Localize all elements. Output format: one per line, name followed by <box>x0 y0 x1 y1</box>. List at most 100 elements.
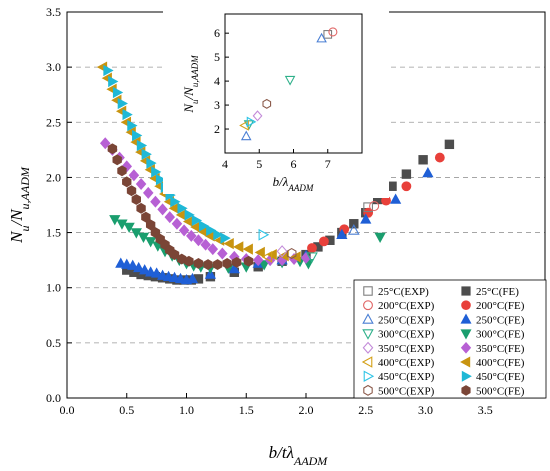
data-point <box>171 217 183 230</box>
legend-marker <box>461 300 471 311</box>
legend-label: 400°C(FE) <box>476 357 525 369</box>
data-point <box>146 157 157 169</box>
legend-label: 200°C(FE) <box>476 300 525 312</box>
data-point <box>170 196 181 208</box>
inset-data-point <box>323 30 333 39</box>
x-axis-label: b/tλAADM <box>269 443 329 468</box>
legend-label: 450°C(FE) <box>476 371 525 383</box>
data-point <box>307 243 317 253</box>
inset-x-tick-label: 7 <box>325 157 331 171</box>
legend-marker <box>460 341 472 354</box>
inset-series-25-c-exp- <box>323 30 333 39</box>
inset-series-500-c-exp- <box>262 98 272 109</box>
data-point <box>207 243 219 256</box>
legend-marker <box>362 329 374 340</box>
series-500-c-fe- <box>107 143 254 270</box>
series-350-c-fe- <box>99 137 312 267</box>
x-tick-label: 2.5 <box>358 403 373 417</box>
data-point <box>232 256 242 268</box>
data-point <box>184 209 195 221</box>
x-tick-label: 1.5 <box>239 403 254 417</box>
data-point <box>252 254 264 267</box>
data-point <box>319 236 329 247</box>
data-point <box>347 224 360 235</box>
legend-label: 500°C(FE) <box>476 385 525 397</box>
data-point <box>151 267 163 278</box>
inset-data-point <box>284 75 296 86</box>
y-tick-label: 0.5 <box>46 336 61 350</box>
data-point <box>131 194 141 205</box>
series-300-c-exp- <box>306 252 318 264</box>
data-point <box>223 237 234 250</box>
data-point <box>169 249 180 261</box>
data-point <box>276 245 288 258</box>
inset-y-tick-label: 6 <box>214 26 220 40</box>
data-point <box>126 185 137 197</box>
data-point <box>349 219 359 229</box>
data-point <box>212 259 223 270</box>
inset-data-point <box>240 130 252 141</box>
data-point <box>422 167 434 178</box>
legend-marker <box>361 356 373 368</box>
data-point <box>121 160 133 173</box>
inset-data-point <box>328 27 338 37</box>
data-point <box>369 201 380 212</box>
inset-y-axis-label: Nu/Nu,AADM <box>181 55 200 114</box>
inset-y-tick-label: 5 <box>214 50 220 64</box>
legend-marker <box>363 370 375 382</box>
legend-label: 250°C(FE) <box>476 314 525 326</box>
series-450-c-exp- <box>258 228 270 241</box>
data-point <box>243 255 254 267</box>
series-350-c-exp- <box>276 245 288 258</box>
data-point <box>228 262 240 274</box>
series-250-c-exp- <box>347 224 360 235</box>
series-250-c-fe- <box>115 167 434 285</box>
data-point <box>186 229 197 242</box>
inset-x-tick-label: 6 <box>291 157 297 171</box>
series-200-c-exp- <box>369 201 380 212</box>
data-point <box>142 186 154 199</box>
legend-label: 350°C(FE) <box>476 343 525 355</box>
data-point <box>217 247 228 260</box>
data-point <box>278 250 289 262</box>
main-plot: 0.0 0.5 1.0 1.5 2.0 2.5 3.0 3.5 0.0 0.5 1.0 1.5 2.0 2… <box>7 5 546 468</box>
data-point <box>254 246 265 259</box>
legend-marker <box>461 286 471 296</box>
inset-data-point <box>316 32 327 43</box>
data-point <box>203 259 213 270</box>
data-point <box>434 152 445 163</box>
data-point <box>193 234 204 247</box>
inset-series-450-c-exp- <box>246 116 257 128</box>
y-tick-label: 0.0 <box>46 391 61 405</box>
data-point <box>127 259 139 270</box>
legend-marker <box>363 384 373 396</box>
data-point <box>178 224 190 237</box>
data-point <box>387 181 397 191</box>
legend-box <box>353 279 547 399</box>
inset-data-point <box>252 110 263 122</box>
data-point <box>107 143 118 155</box>
series-400-c-exp- <box>261 250 273 263</box>
series-200-c-fe- <box>307 152 445 253</box>
legend-label: 450°C(EXP) <box>378 371 435 383</box>
inset-y-tick-label: 2 <box>214 122 220 136</box>
data-point <box>150 227 161 238</box>
legend-marker <box>363 286 373 296</box>
data-point <box>108 75 119 88</box>
data-point <box>157 203 168 216</box>
legend-marker <box>461 385 471 396</box>
data-point <box>117 165 127 177</box>
inset-data-point <box>246 116 257 128</box>
data-point <box>123 222 135 234</box>
data-point <box>184 255 194 267</box>
legend-label: 25°C(FE) <box>476 286 519 298</box>
inset-y-tick-label: 3 <box>214 98 220 112</box>
legend-label: 200°C(EXP) <box>378 300 435 312</box>
data-point <box>141 148 152 160</box>
data-point <box>258 228 270 241</box>
data-point <box>198 220 210 232</box>
data-point <box>264 254 276 267</box>
legend-label: 250°C(EXP) <box>378 314 435 326</box>
legend-marker <box>363 300 373 311</box>
